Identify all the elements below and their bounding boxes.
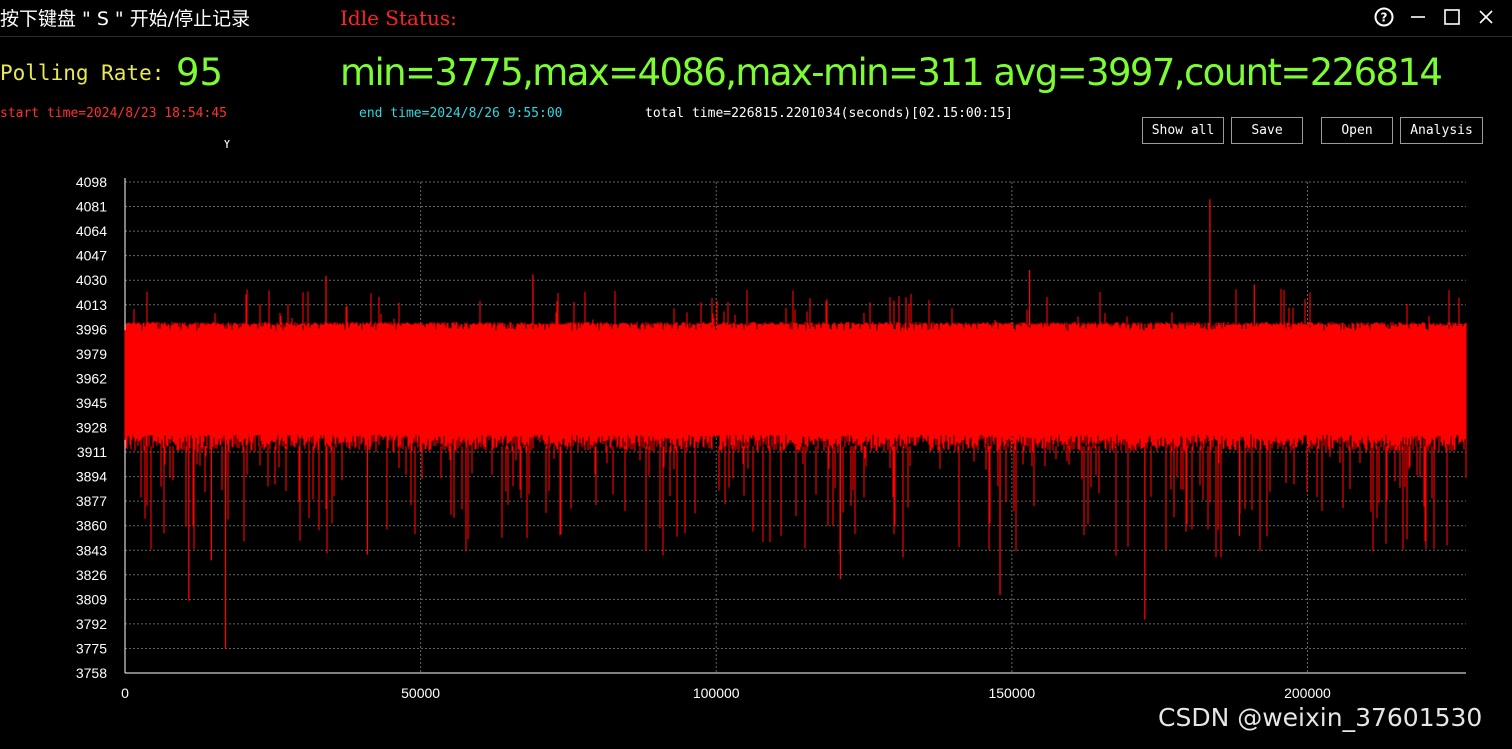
end-time: end time=2024/8/26 9:55:00 [359,106,563,121]
open-button[interactable]: Open [1321,117,1393,144]
y-tick-label: 3911 [77,444,107,460]
y-tick-label: 3809 [76,591,107,607]
y-tick-label: 4064 [76,223,107,239]
maximize-icon[interactable] [1440,6,1464,28]
y-tick-label: 3996 [76,321,107,337]
record-hint: 按下键盘 " S " 开始/停止记录 [0,8,251,30]
y-tick-label: 4013 [76,297,107,313]
show-all-button[interactable]: Show all [1142,117,1224,144]
idle-status: Idle Status: [340,6,457,30]
x-tick-label: 50000 [401,685,440,701]
total-time: total time=226815.2201034(seconds)[02.15… [645,106,1013,121]
y-tick-label: 3928 [76,420,107,436]
y-tick-label: 4081 [76,199,107,215]
y-tick-label: 3894 [76,469,107,485]
y-tick-label: 4030 [76,272,107,288]
y-tick-label: 3758 [76,665,107,681]
y-tick-label: 3945 [76,395,107,411]
y-tick-label: 4098 [76,174,107,190]
x-tick-label: 0 [121,685,129,701]
y-tick-label: 3826 [76,567,107,583]
watermark: CSDN @weixin_37601530 [1158,703,1483,732]
y-tick-label: 3962 [76,370,107,386]
series-line [124,288,1467,558]
save-button[interactable]: Save [1231,117,1303,144]
y-tick-label: 3877 [76,493,107,509]
polling-rate-label: Polling Rate: [0,61,165,85]
polling-rate-value: 95 [176,51,224,94]
minimize-icon[interactable] [1406,6,1430,28]
help-icon[interactable]: ? [1372,6,1396,28]
y-tick-label: 3979 [76,346,107,362]
y-tick-label: 3775 [76,640,107,656]
title-separator [0,36,1512,37]
x-tick-label: 150000 [988,685,1035,701]
polling-chart: 4098 4081 4064 4047 4030 4013 3996 3979 3962 3945… [76,140,1467,701]
y-tick-label: 3843 [76,542,107,558]
y-tick-label: 4047 [76,248,107,264]
y-tick-label: 3860 [76,518,107,534]
window-controls: ? [1372,6,1498,28]
start-time: start time=2024/8/23 18:54:45 [0,106,227,121]
x-tick-label: 100000 [693,685,740,701]
svg-text:?: ? [1381,11,1388,25]
close-icon[interactable] [1474,6,1498,28]
x-tick-label: 200000 [1284,685,1331,701]
stats-summary: min=3775,max=4086,max-min=311 avg=3997,c… [340,51,1443,94]
analysis-button[interactable]: Analysis [1400,117,1483,144]
y-tick-label: 3792 [76,616,107,632]
y-axis-label: Y [223,140,231,151]
